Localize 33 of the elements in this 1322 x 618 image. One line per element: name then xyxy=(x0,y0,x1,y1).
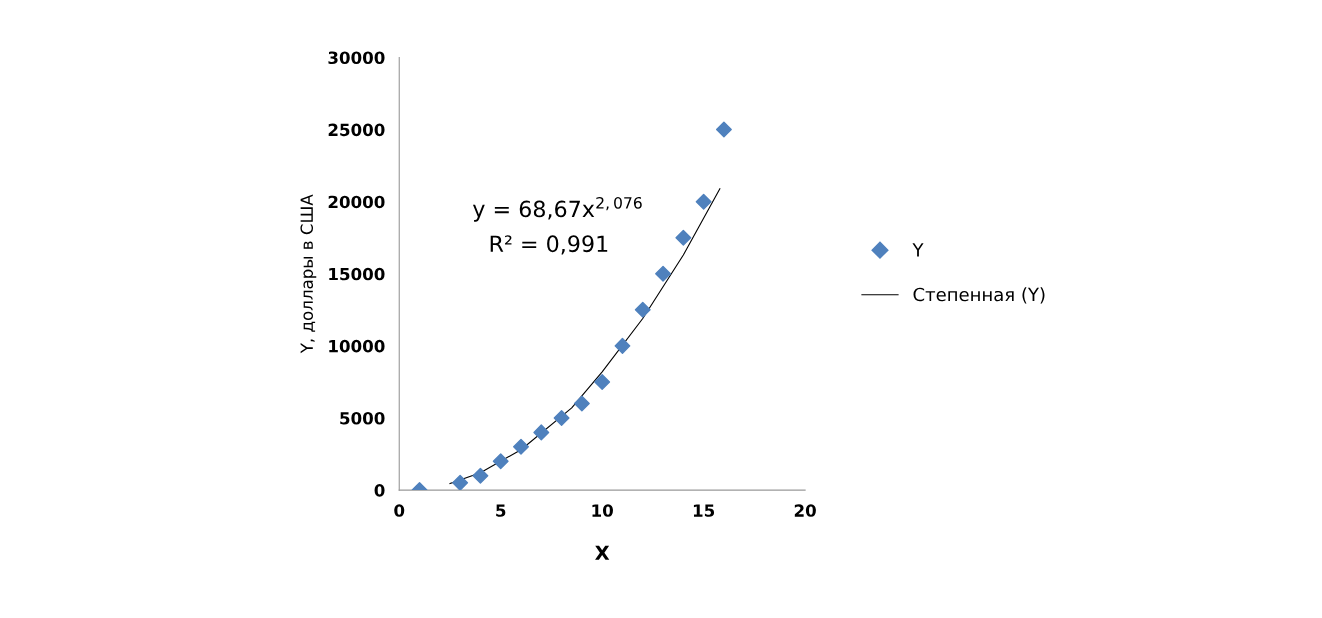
y-tick-label: 5000 xyxy=(340,411,385,425)
x-tick-label: 15 xyxy=(693,504,715,517)
point xyxy=(533,424,550,441)
point xyxy=(675,229,692,246)
x-tick-label: 0 xyxy=(394,504,405,517)
point xyxy=(452,474,469,491)
y-tick-label: 10000 xyxy=(329,339,385,353)
y-tick-label: 20000 xyxy=(328,195,385,209)
point xyxy=(655,265,672,282)
y-tick-label: 0 xyxy=(374,484,385,497)
point xyxy=(634,301,651,318)
x-tick-label: 10 xyxy=(592,504,613,517)
point xyxy=(492,453,509,470)
point xyxy=(472,467,489,484)
line-series xyxy=(449,188,721,485)
legend-label: Степенная (Y) xyxy=(913,287,1045,304)
point xyxy=(573,395,590,412)
point xyxy=(513,438,529,455)
annotation: R² = 0,991 xyxy=(490,235,608,255)
y-tick-label: 30000 xyxy=(328,51,385,65)
point xyxy=(715,121,732,138)
y-tick-label: 25000 xyxy=(328,123,385,137)
x-tick-label: 5 xyxy=(496,504,506,517)
x-axis-title: X xyxy=(595,545,610,560)
annotation: y = 68,67x$^{2,076}$ xyxy=(472,196,642,222)
point xyxy=(614,337,631,354)
point xyxy=(695,193,712,210)
legend-label: Y xyxy=(912,243,924,257)
y-tick-label: 15000 xyxy=(329,267,385,281)
point xyxy=(553,409,570,426)
x-tick-label: 20 xyxy=(794,504,816,517)
point xyxy=(594,373,611,390)
y-axis-title: Y, доллары в США xyxy=(300,194,317,354)
